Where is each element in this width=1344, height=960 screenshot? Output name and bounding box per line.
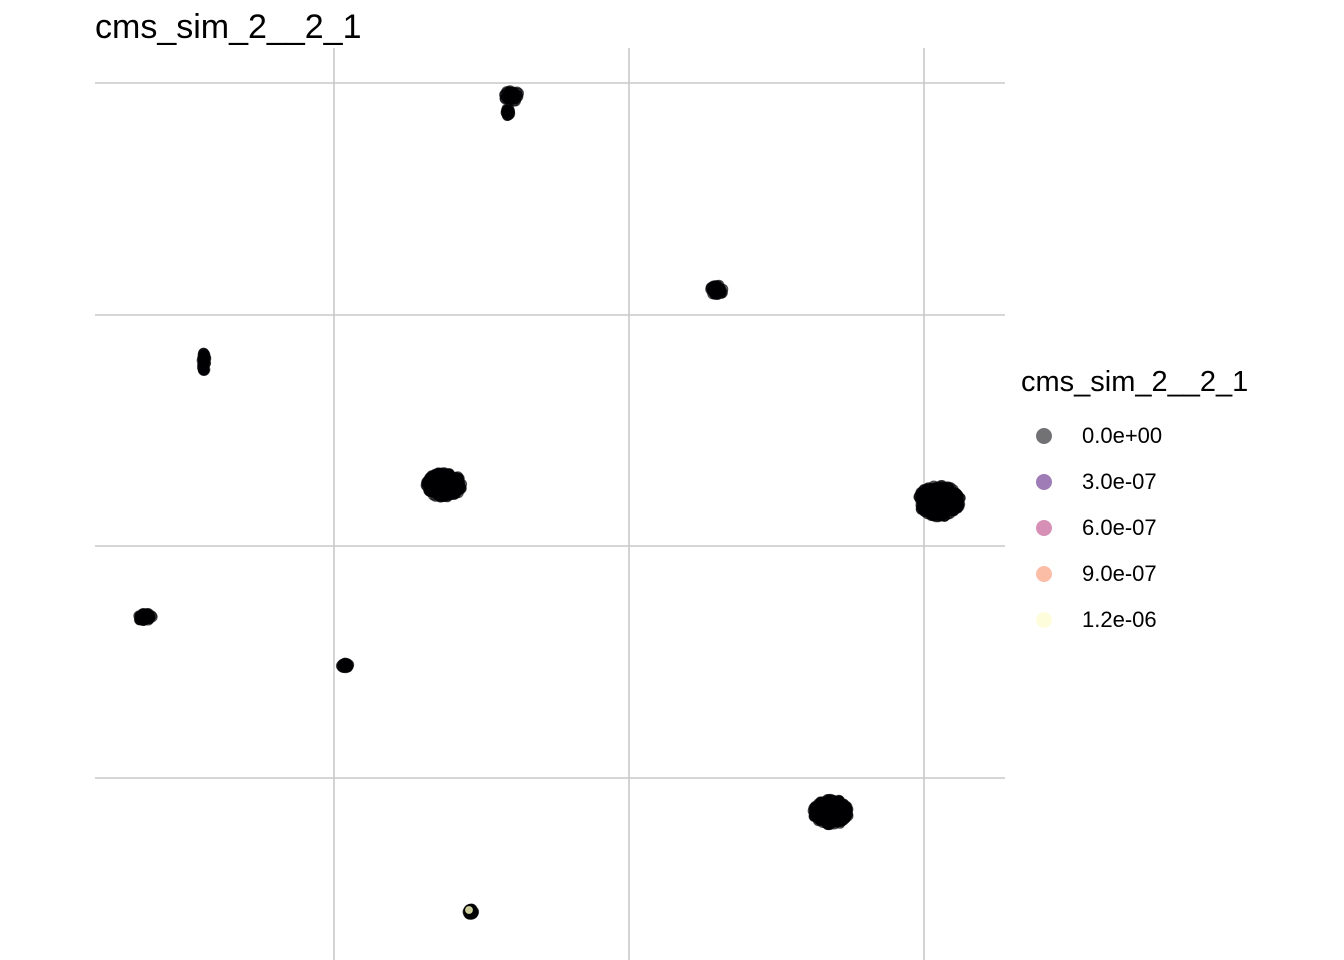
legend-label: 3.0e-07 (1082, 469, 1157, 494)
data-point (824, 819, 836, 831)
data-point (814, 813, 826, 825)
data-point (437, 467, 449, 479)
data-point (432, 478, 444, 490)
legend-swatch (1036, 520, 1052, 536)
data-point (709, 280, 721, 292)
grid-lines (95, 48, 1005, 960)
legend-entry: 0.0e+00 (1021, 413, 1248, 459)
data-point (921, 483, 933, 495)
legend-label: 1.2e-06 (1082, 607, 1157, 632)
legend-entry: 3.0e-07 (1021, 459, 1248, 505)
legend-key (1021, 505, 1067, 551)
legend-swatch (1036, 612, 1052, 628)
data-point (199, 349, 211, 361)
legend-key (1021, 459, 1067, 505)
legend-entries: 0.0e+00 3.0e-07 6.0e-07 9.0e-07 1.2e-06 (1021, 413, 1248, 643)
data-point (335, 660, 347, 672)
data-point (444, 479, 456, 491)
data-point (144, 610, 155, 622)
legend-label: 0.0e+00 (1082, 423, 1163, 448)
data-point (134, 613, 146, 625)
legend-key (1021, 413, 1067, 459)
legend-key (1021, 551, 1067, 597)
data-point (918, 495, 930, 507)
data-point (197, 364, 209, 375)
legend-entry: 9.0e-07 (1021, 551, 1248, 597)
data-point (501, 110, 513, 121)
data-point (934, 503, 945, 514)
data-points (133, 85, 966, 920)
legend-entry: 1.2e-06 (1021, 597, 1248, 643)
legend-key (1021, 597, 1067, 643)
data-point (944, 499, 956, 511)
data-point (807, 805, 819, 817)
data-point (504, 87, 516, 99)
legend-label: 9.0e-07 (1082, 561, 1157, 586)
data-point (919, 506, 931, 518)
data-point (819, 803, 831, 814)
data-point (835, 808, 847, 820)
data-point (434, 489, 446, 501)
legend-entry: 6.0e-07 (1021, 505, 1248, 551)
data-point (825, 794, 837, 806)
legend-swatch (1036, 474, 1052, 490)
data-point (933, 493, 945, 504)
legend-label: 6.0e-07 (1082, 515, 1157, 540)
legend-swatch (1036, 566, 1052, 582)
chart-title: cms_sim_2__2_1 (95, 8, 362, 46)
legend-title: cms_sim_2__2_1 (1021, 366, 1249, 398)
data-point (465, 906, 473, 914)
legend: cms_sim_2__2_1 0.0e+00 3.0e-07 6.0e-07 9.0e… (1021, 366, 1248, 643)
legend-swatch (1036, 428, 1052, 444)
